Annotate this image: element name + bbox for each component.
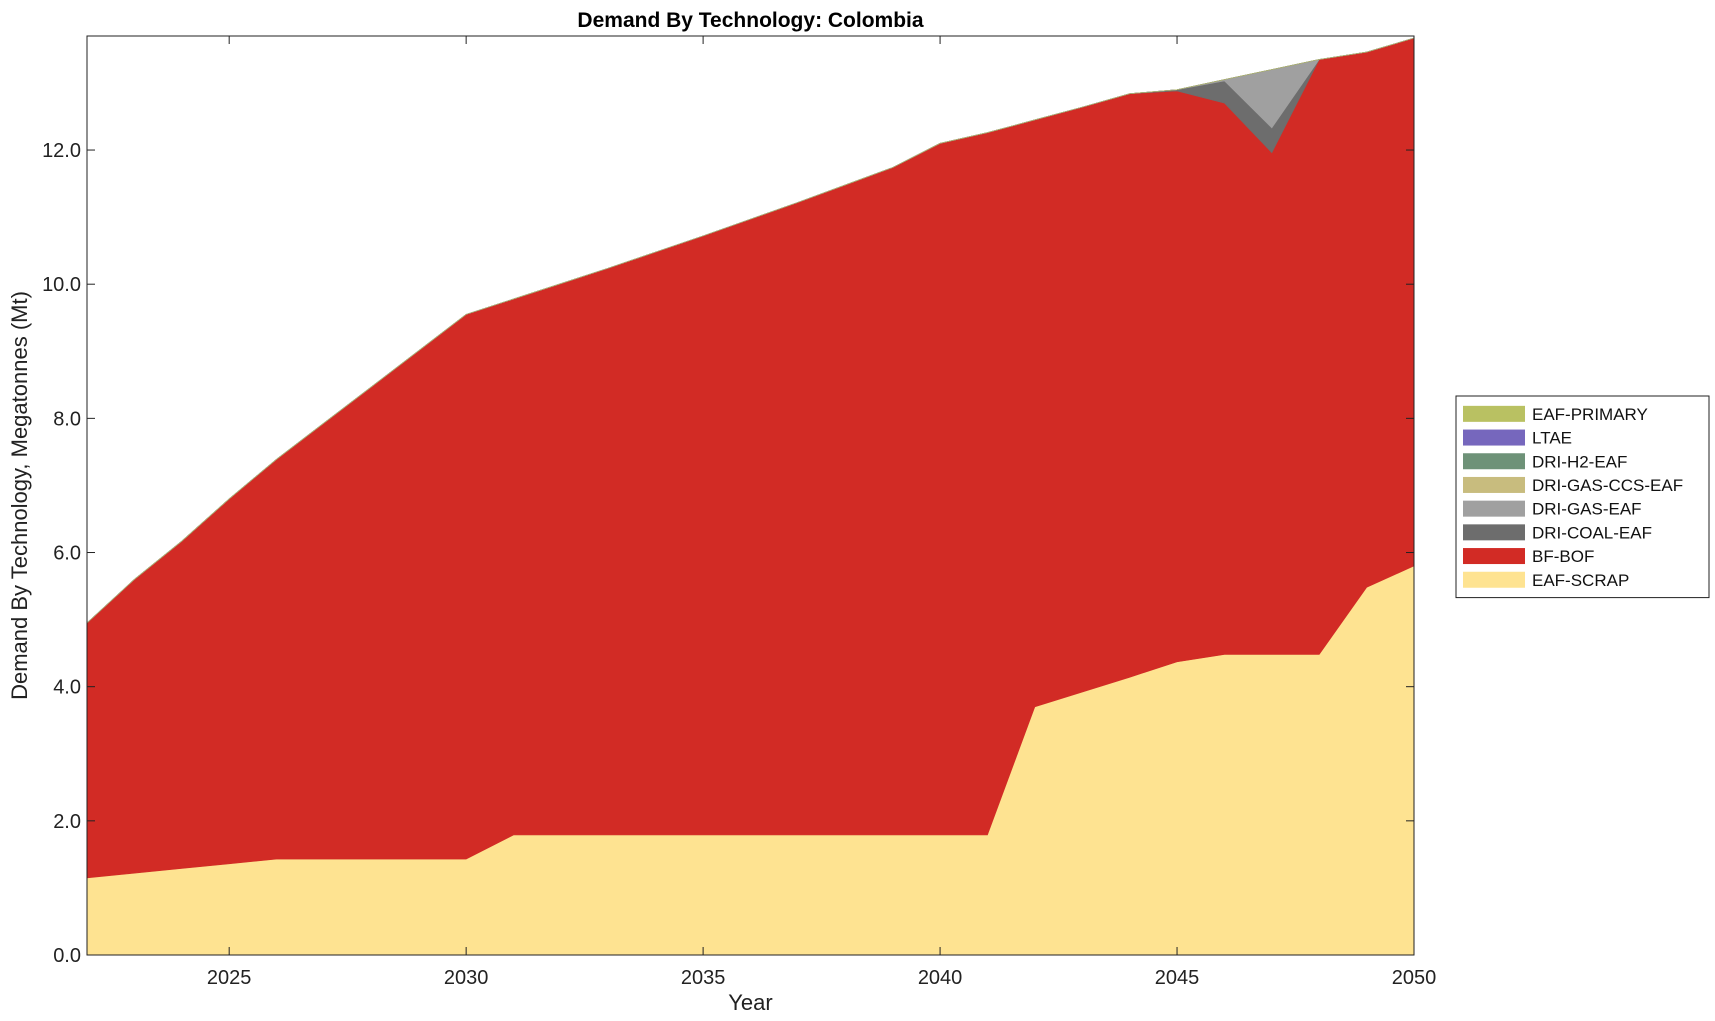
legend: EAF-PRIMARY LTAE DRI-H2-EAF DRI-GAS-CCS-EAF… bbox=[1455, 395, 1710, 599]
y-tick-label: 4.0 bbox=[53, 677, 81, 699]
x-tick-label: 2025 bbox=[207, 967, 252, 989]
y-tick-label: 8.0 bbox=[53, 408, 81, 430]
stacked-areas bbox=[86, 37, 1415, 956]
legend-label-eaf-primary: EAF-PRIMARY bbox=[1532, 405, 1648, 424]
y-tick-label: 6.0 bbox=[53, 543, 81, 565]
legend-swatch-dri-gas-ccs-eaf bbox=[1463, 476, 1525, 493]
plot-frame bbox=[86, 35, 1415, 956]
y-tick-label: 10.0 bbox=[42, 274, 81, 296]
legend-label-eaf-scrap: EAF-SCRAP bbox=[1532, 571, 1629, 590]
legend-label-dri-gas-eaf: DRI-GAS-EAF bbox=[1532, 500, 1642, 519]
legend-label-ltae: LTAE bbox=[1532, 429, 1572, 448]
x-axis-label: Year bbox=[728, 990, 772, 1015]
legend-swatch-dri-coal-eaf bbox=[1463, 524, 1525, 541]
y-axis-label: Demand By Technology, Megatonnes (Mt) bbox=[7, 291, 32, 700]
legend-label-bf-bof: BF-BOF bbox=[1532, 547, 1594, 566]
x-tick-label: 2040 bbox=[918, 967, 963, 989]
y-axis-ticks: 0.0 2.0 4.0 6.0 8.0 10.0 12.0 bbox=[42, 140, 1414, 967]
legend-swatch-ltae bbox=[1463, 429, 1525, 446]
x-tick-label: 2045 bbox=[1155, 967, 1200, 989]
x-tick-label: 2035 bbox=[681, 967, 726, 989]
chart-title: Demand By Technology: Colombia bbox=[577, 9, 923, 32]
y-tick-label: 12.0 bbox=[42, 140, 81, 162]
y-tick-label: 0.0 bbox=[53, 945, 81, 967]
legend-label-dri-gas-ccs-eaf: DRI-GAS-CCS-EAF bbox=[1532, 476, 1683, 495]
x-tick-label: 2050 bbox=[1392, 967, 1437, 989]
legend-swatch-dri-h2-eaf bbox=[1463, 453, 1525, 470]
y-tick-label: 2.0 bbox=[53, 811, 81, 833]
x-tick-label: 2030 bbox=[444, 967, 489, 989]
legend-label-dri-coal-eaf: DRI-COAL-EAF bbox=[1532, 523, 1652, 542]
legend-box bbox=[1455, 395, 1710, 599]
legend-swatch-bf-bof bbox=[1463, 548, 1525, 565]
legend-label-dri-h2-eaf: DRI-H2-EAF bbox=[1532, 452, 1627, 471]
legend-swatch-dri-gas-eaf bbox=[1463, 500, 1525, 517]
x-axis-ticks: 2025 2030 2035 2040 2045 2050 bbox=[207, 36, 1436, 989]
legend-swatch-eaf-primary bbox=[1463, 405, 1525, 422]
legend-swatch-eaf-scrap bbox=[1463, 571, 1525, 588]
